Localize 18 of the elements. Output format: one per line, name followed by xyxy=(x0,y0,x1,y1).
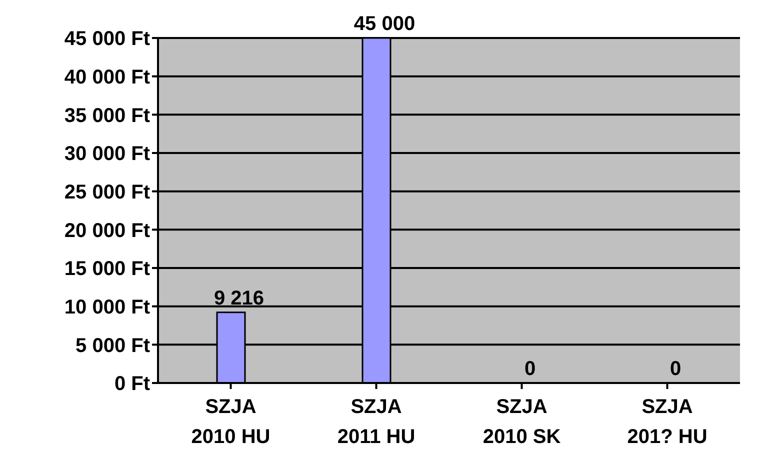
y-tick-label: 30 000 Ft xyxy=(64,143,150,166)
data-label: 9 216 xyxy=(214,287,264,310)
y-tick-label: 5 000 Ft xyxy=(76,334,150,357)
y-tick-label: 20 000 Ft xyxy=(64,220,150,242)
y-tick-label: 15 000 Ft xyxy=(64,258,150,280)
data-label: 0 xyxy=(524,358,536,380)
y-tick-label: 40 000 Ft xyxy=(64,66,150,88)
x-tick-label: SZJA 2011 HU xyxy=(337,396,416,448)
x-tick-label: SZJA 2010 SK xyxy=(482,396,562,448)
y-tick-label: 10 000 Ft xyxy=(64,296,150,318)
data-label: 45 000 xyxy=(354,13,416,35)
y-tick-label: 35 000 Ft xyxy=(64,104,150,127)
data-label: 0 xyxy=(670,358,682,380)
y-tick-label: 0 Ft xyxy=(114,373,150,396)
x-tick-label: SZJA 201? HU xyxy=(627,396,708,448)
y-tick-label: 45 000 Ft xyxy=(64,28,150,50)
y-tick-label: 25 000 Ft xyxy=(64,181,150,204)
x-tick-label: SZJA 2010 HU xyxy=(191,396,270,448)
